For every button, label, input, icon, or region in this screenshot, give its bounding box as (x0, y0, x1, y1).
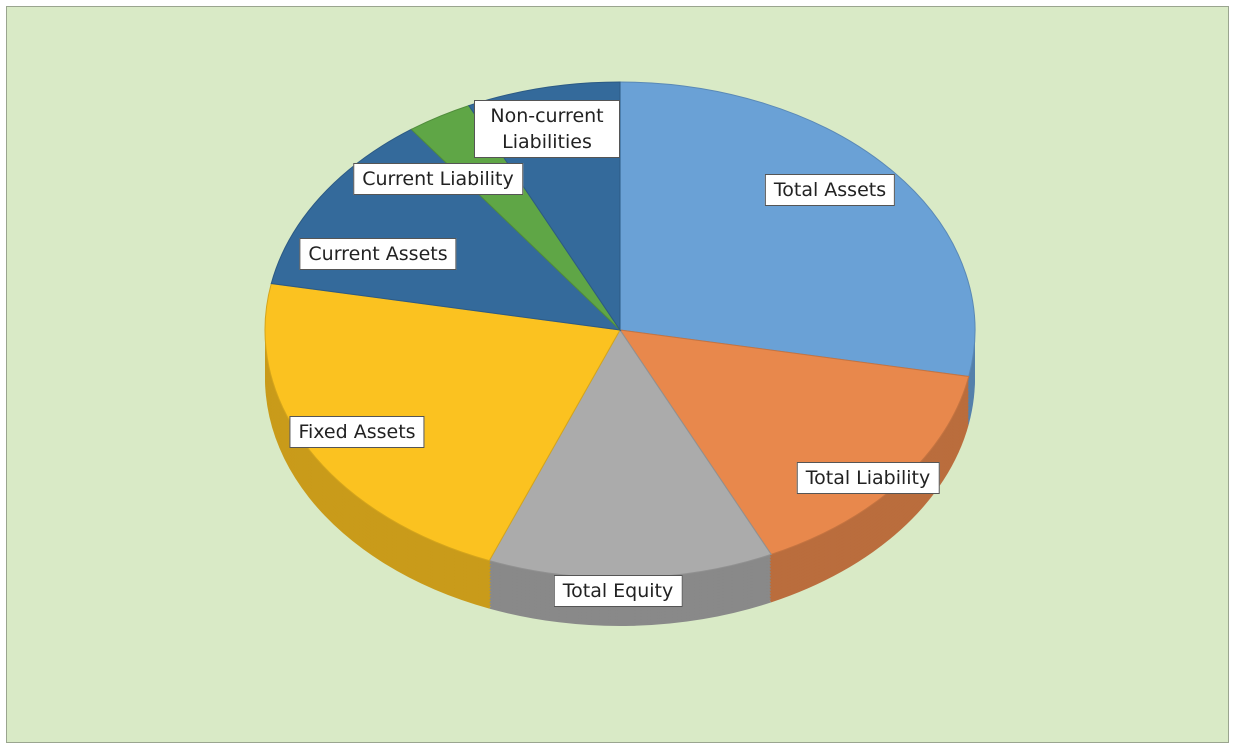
slice (619, 81, 976, 378)
slice-label: Non-current Liabilities (474, 100, 620, 158)
slice-label: Current Liability (353, 163, 523, 195)
slice-label: Fixed Assets (289, 416, 425, 448)
slice-label: Total Equity (553, 575, 683, 607)
slice-label: Total Assets (764, 174, 896, 206)
slice (264, 282, 621, 562)
slice-label: Current Assets (299, 238, 457, 270)
slice-label: Total Liability (796, 462, 940, 494)
